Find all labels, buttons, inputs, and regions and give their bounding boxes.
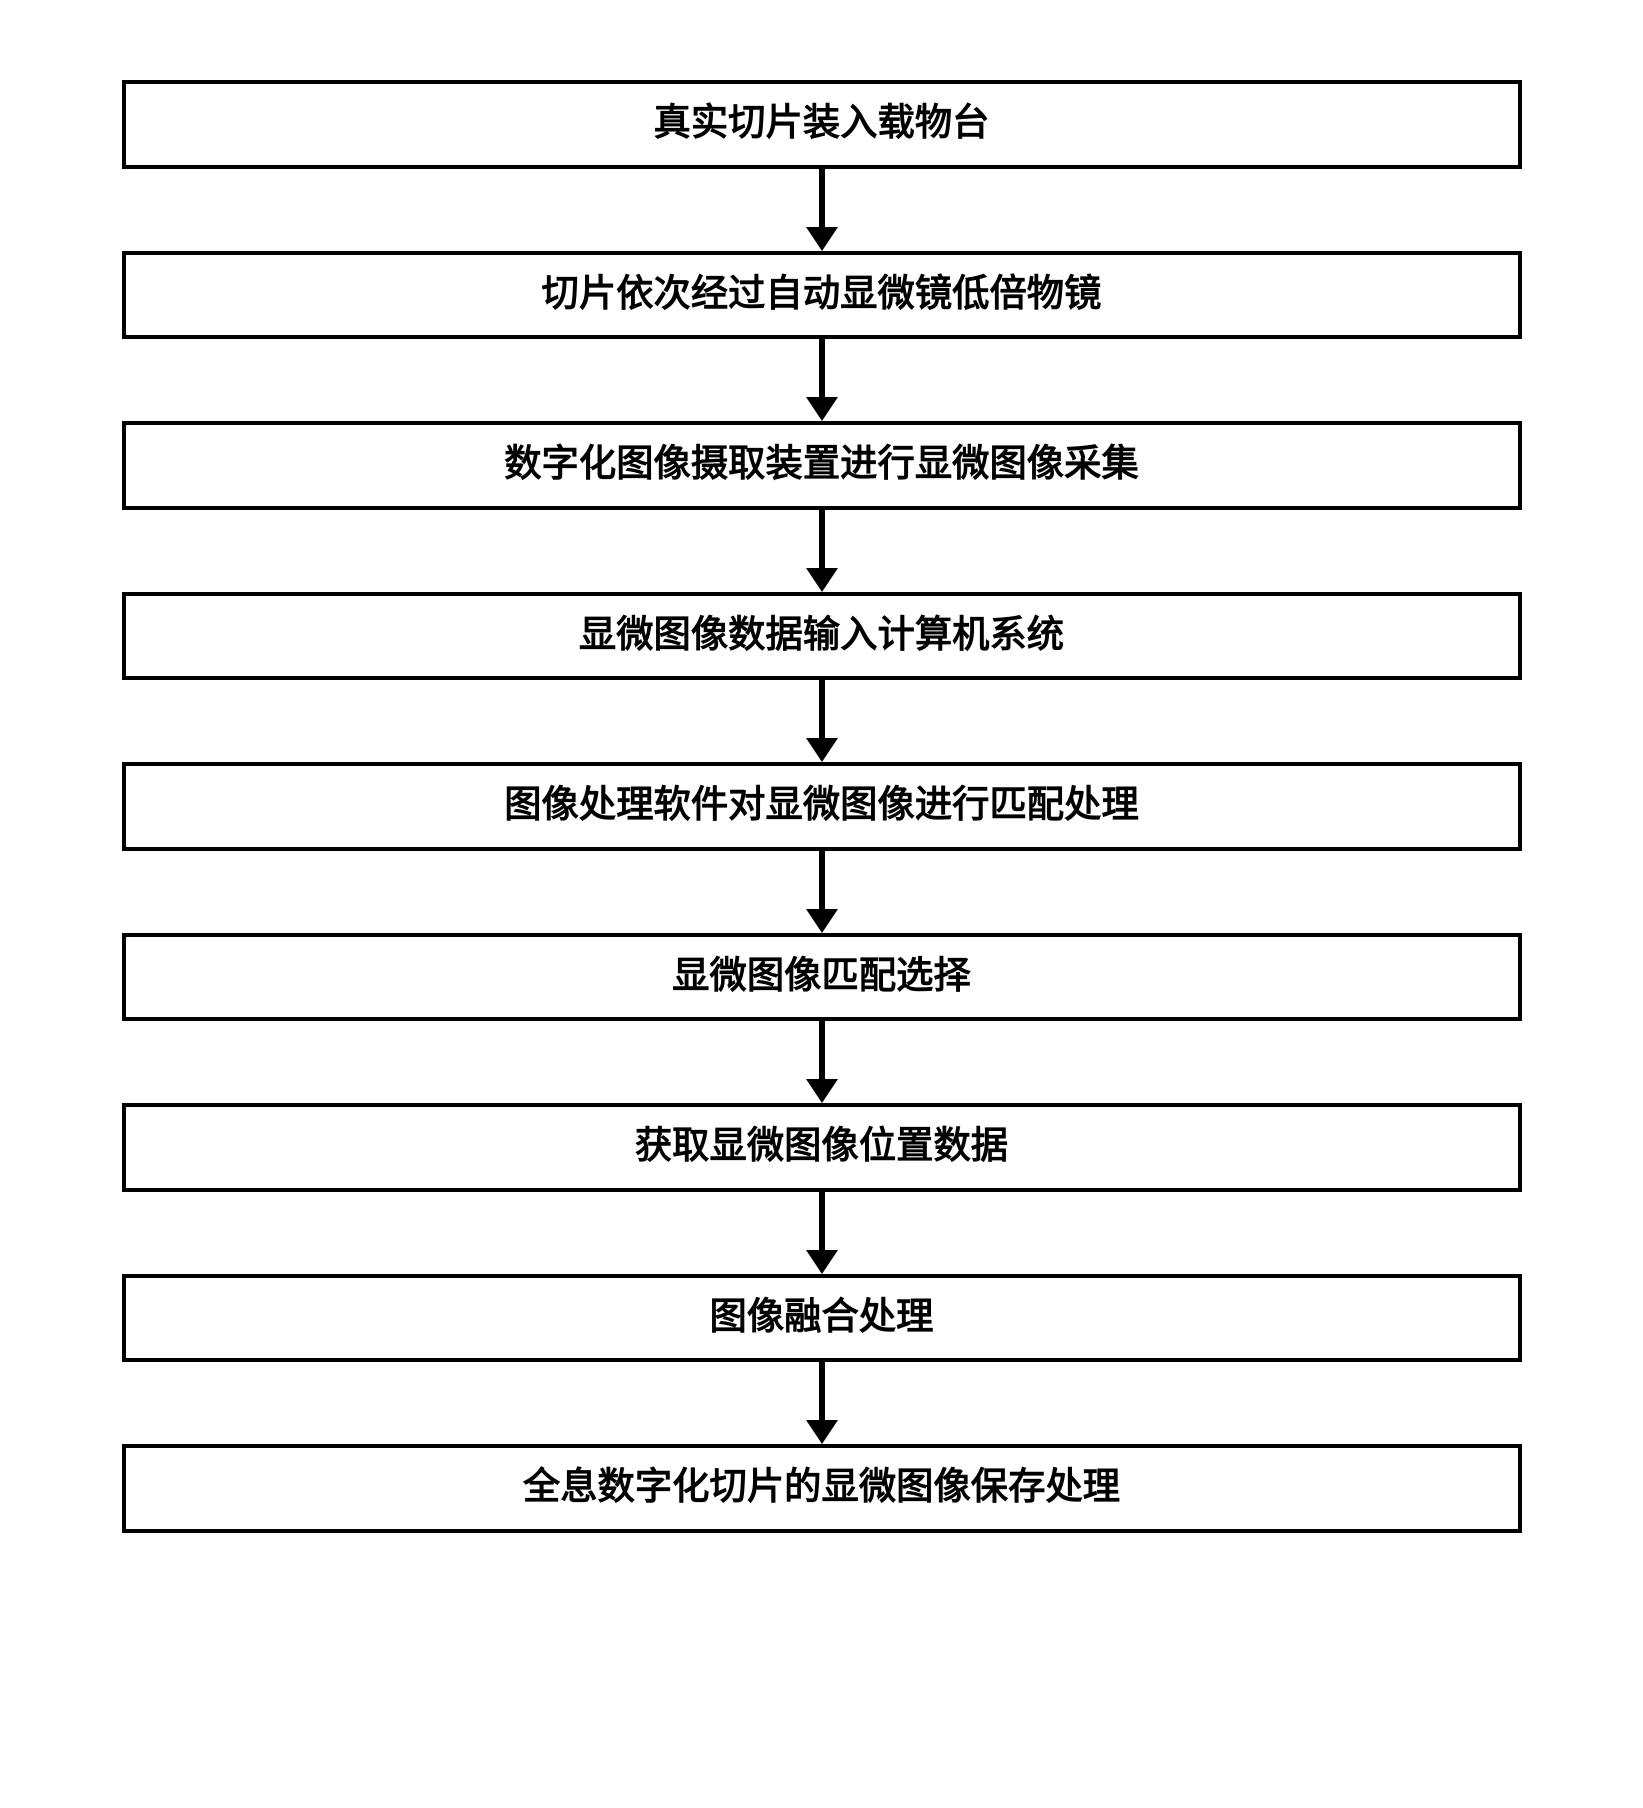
arrow-head-icon	[806, 227, 838, 251]
step-box-0: 真实切片装入载物台	[122, 80, 1522, 169]
step-box-4: 图像处理软件对显微图像进行匹配处理	[122, 762, 1522, 851]
arrow-head-icon	[806, 568, 838, 592]
arrow-head-icon	[806, 738, 838, 762]
arrow-head-icon	[806, 1420, 838, 1444]
arrow-head-icon	[806, 1079, 838, 1103]
arrow-line	[819, 169, 825, 227]
arrow-icon	[806, 851, 838, 933]
step-box-6: 获取显微图像位置数据	[122, 1103, 1522, 1192]
arrow-line	[819, 339, 825, 397]
arrow-line	[819, 1021, 825, 1079]
step-box-7: 图像融合处理	[122, 1274, 1522, 1363]
arrow-line	[819, 851, 825, 909]
arrow-line	[819, 510, 825, 568]
step-box-3: 显微图像数据输入计算机系统	[122, 592, 1522, 681]
step-box-8: 全息数字化切片的显微图像保存处理	[122, 1444, 1522, 1533]
arrow-line	[819, 1362, 825, 1420]
arrow-line	[819, 1192, 825, 1250]
step-box-2: 数字化图像摄取装置进行显微图像采集	[122, 421, 1522, 510]
step-box-1: 切片依次经过自动显微镜低倍物镜	[122, 251, 1522, 340]
arrow-line	[819, 680, 825, 738]
arrow-icon	[806, 680, 838, 762]
step-label: 图像处理软件对显微图像进行匹配处理	[504, 785, 1139, 826]
arrow-icon	[806, 510, 838, 592]
arrow-icon	[806, 1021, 838, 1103]
step-label: 全息数字化切片的显微图像保存处理	[523, 1467, 1120, 1508]
arrow-head-icon	[806, 909, 838, 933]
step-box-5: 显微图像匹配选择	[122, 933, 1522, 1022]
step-label: 图像融合处理	[710, 1297, 934, 1338]
arrow-head-icon	[806, 397, 838, 421]
step-label: 切片依次经过自动显微镜低倍物镜	[542, 274, 1102, 315]
arrow-icon	[806, 1362, 838, 1444]
step-label: 数字化图像摄取装置进行显微图像采集	[504, 444, 1139, 485]
arrow-head-icon	[806, 1250, 838, 1274]
arrow-icon	[806, 1192, 838, 1274]
step-label: 获取显微图像位置数据	[635, 1126, 1008, 1167]
step-label: 显微图像匹配选择	[672, 956, 971, 997]
step-label: 显微图像数据输入计算机系统	[579, 615, 1064, 656]
flowchart-container: 真实切片装入载物台 切片依次经过自动显微镜低倍物镜 数字化图像摄取装置进行显微图…	[122, 80, 1522, 1533]
arrow-icon	[806, 169, 838, 251]
step-label: 真实切片装入载物台	[654, 103, 990, 144]
arrow-icon	[806, 339, 838, 421]
